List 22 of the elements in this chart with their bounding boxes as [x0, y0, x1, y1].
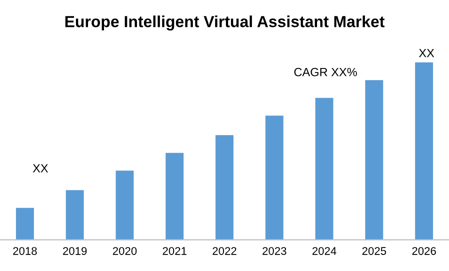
chart-title: Europe Intelligent Virtual Assistant Market [65, 16, 385, 30]
x-tick-label: 2025 [362, 247, 386, 255]
bar [265, 116, 284, 240]
x-tick-label: 2026 [412, 247, 436, 255]
x-tick-label: 2019 [63, 247, 87, 255]
bar [365, 80, 384, 240]
bar [116, 170, 134, 240]
annotation: CAGR XX% [294, 68, 357, 76]
bar [66, 190, 84, 240]
x-tick-label: 2021 [162, 247, 186, 255]
x-tick-label: 2022 [212, 247, 236, 255]
bar [315, 98, 334, 240]
annotation: XX [32, 164, 48, 172]
bar [166, 152, 184, 240]
x-tick-label: 2020 [112, 247, 137, 255]
bar [415, 62, 434, 240]
bar [16, 208, 34, 240]
text: XX [418, 49, 434, 58]
bar [216, 135, 234, 240]
x-tick-label: 2023 [262, 247, 286, 255]
x-tick-label: 2024 [312, 247, 336, 255]
x-tick-label: 2018 [13, 247, 37, 255]
